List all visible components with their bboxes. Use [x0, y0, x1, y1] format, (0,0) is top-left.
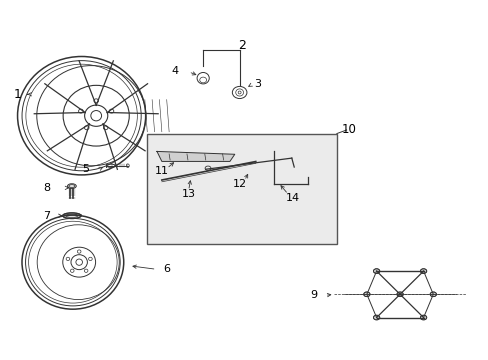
Text: 6: 6	[163, 264, 170, 274]
Ellipse shape	[373, 269, 379, 273]
Text: 12: 12	[232, 179, 246, 189]
Ellipse shape	[373, 315, 379, 320]
Polygon shape	[157, 152, 234, 161]
Text: 13: 13	[181, 189, 195, 199]
Ellipse shape	[396, 292, 403, 297]
Text: 5: 5	[82, 164, 89, 174]
Ellipse shape	[363, 292, 369, 297]
Text: 7: 7	[43, 211, 50, 221]
Text: 4: 4	[171, 66, 179, 76]
Text: 11: 11	[155, 166, 168, 176]
Text: 2: 2	[238, 39, 245, 52]
Ellipse shape	[62, 213, 81, 219]
Text: 10: 10	[341, 123, 356, 136]
Ellipse shape	[67, 184, 76, 188]
Text: 8: 8	[43, 183, 50, 193]
Bar	[147, 134, 336, 244]
Ellipse shape	[429, 292, 436, 297]
Text: 14: 14	[285, 193, 300, 203]
Ellipse shape	[420, 315, 426, 320]
Ellipse shape	[420, 269, 426, 273]
Text: 1: 1	[14, 88, 21, 101]
Text: 3: 3	[254, 78, 261, 89]
Text: 9: 9	[310, 291, 317, 300]
